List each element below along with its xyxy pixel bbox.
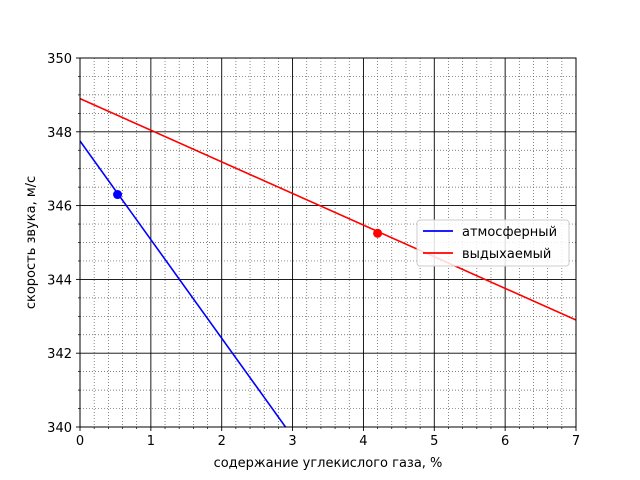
y-tick-label: 350 <box>47 52 72 67</box>
legend: атмосферный выдыхаемый <box>416 219 570 267</box>
x-tick-label: 7 <box>572 434 580 449</box>
tick-labels: 0 1 2 3 4 5 6 7 340 342 344 346 348 350 <box>47 52 580 449</box>
legend-label-exhaled: выдыхаемый <box>462 247 551 262</box>
y-tick-label: 342 <box>47 347 72 362</box>
series-line-atmospheric <box>80 140 287 427</box>
y-tick-label: 340 <box>47 421 72 436</box>
markers-layer <box>113 190 383 238</box>
x-tick-label: 5 <box>430 434 438 449</box>
series-line-exhaled <box>80 97 576 321</box>
y-tick-label: 346 <box>47 200 72 215</box>
legend-label-atmospheric: атмосферный <box>462 225 557 240</box>
x-tick-label: 3 <box>288 434 296 449</box>
x-tick-label: 1 <box>147 434 155 449</box>
legend-box <box>416 219 570 267</box>
series-point-exhaled <box>373 228 383 238</box>
axis-ticks <box>76 57 577 431</box>
series-point-atmospheric <box>113 190 123 200</box>
x-tick-label: 0 <box>76 434 84 449</box>
series-layer <box>80 97 576 427</box>
y-tick-label: 344 <box>47 273 72 288</box>
x-axis-label: содержание углекислого газа, % <box>214 456 443 471</box>
y-axis-label: скорость звука, м/с <box>24 176 39 309</box>
x-tick-label: 2 <box>218 434 226 449</box>
y-tick-label: 348 <box>47 126 72 141</box>
x-tick-label: 4 <box>359 434 367 449</box>
x-tick-label: 6 <box>501 434 509 449</box>
